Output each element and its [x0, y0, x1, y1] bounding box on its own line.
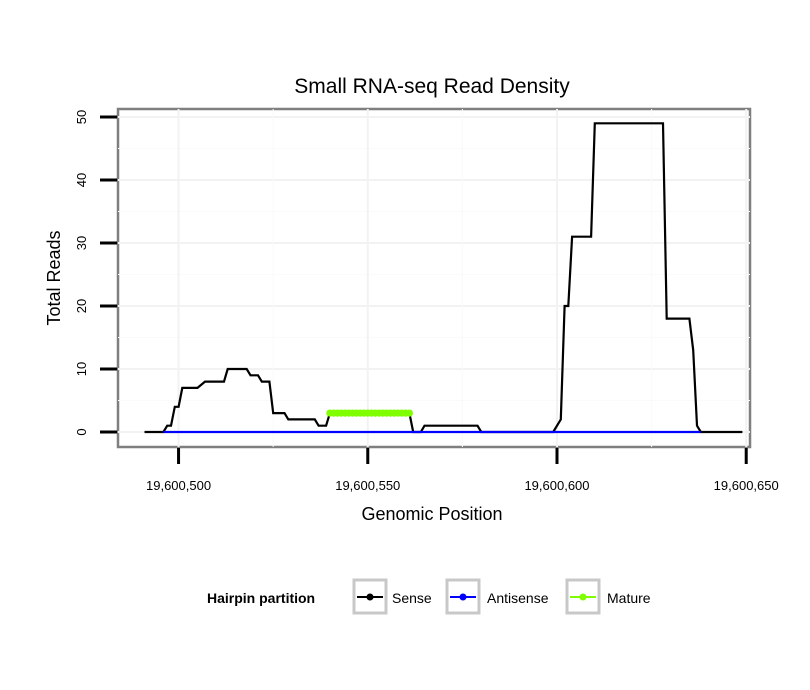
plot-panel [116, 107, 752, 449]
y-tick-label: 40 [74, 173, 89, 187]
legend-label-antisense: Antisense [487, 590, 549, 606]
chart-title: Small RNA-seq Read Density [294, 75, 570, 98]
legend: Hairpin partition Sense Antisense Mature [207, 578, 651, 615]
mature-point [405, 409, 414, 417]
y-tick-label: 0 [74, 428, 89, 435]
legend-key-point [366, 593, 374, 601]
x-tick-label: 19,600,500 [146, 478, 211, 493]
legend-label-mature: Mature [607, 590, 651, 606]
x-axis-title: Genomic Position [361, 504, 502, 524]
y-tick-label: 30 [74, 236, 89, 250]
x-tick-label: 19,600,550 [335, 478, 400, 493]
y-tick-label: 50 [74, 110, 89, 124]
x-tick-label: 19,600,650 [714, 478, 779, 493]
y-axis-title: Total Reads [44, 230, 64, 325]
legend-key-point [459, 593, 467, 601]
legend-label-sense: Sense [392, 590, 432, 606]
y-tick-label: 10 [74, 362, 89, 376]
axes: 0 10 20 30 40 50 19,600,500 19,600,550 19,600,60… [74, 110, 779, 493]
sense-series-line [144, 122, 743, 434]
legend-items: Sense Antisense Mature [352, 578, 651, 615]
series-lines [144, 122, 743, 434]
x-tick-label: 19,600,600 [524, 478, 589, 493]
legend-title: Hairpin partition [207, 590, 315, 606]
legend-key-point [579, 593, 587, 601]
y-tick-label: 20 [74, 299, 89, 313]
